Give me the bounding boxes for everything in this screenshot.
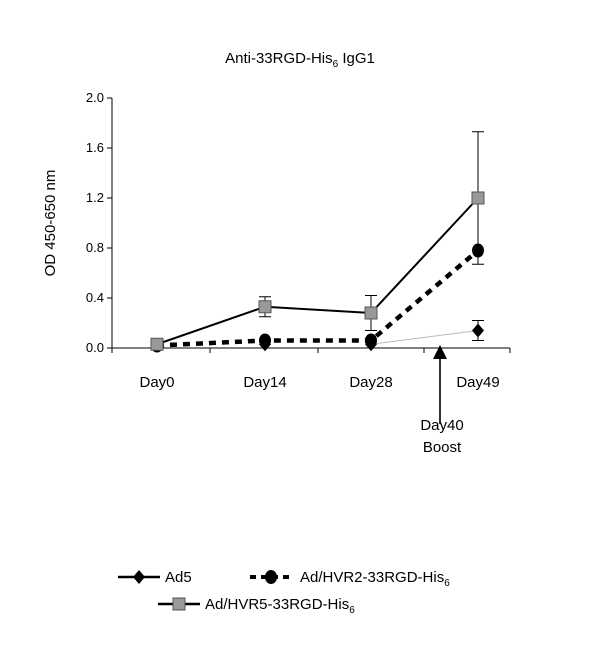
- y-tick-label: 0.8: [86, 240, 104, 255]
- legend-hvr2-label-main: Ad/HVR2-33RGD-His: [300, 569, 444, 586]
- chart-title-tail: IgG1: [338, 50, 375, 67]
- legend-hvr5-label-main: Ad/HVR5-33RGD-His: [205, 596, 349, 613]
- hvr2-point: [259, 333, 271, 348]
- legend-ad5-marker: [133, 570, 145, 584]
- y-tick-label: 0.0: [86, 340, 104, 355]
- hvr2-point: [365, 333, 377, 348]
- x-tick-label: Day14: [243, 374, 286, 391]
- legend-hvr5-label-sub: 6: [349, 605, 355, 616]
- legend-item-hvr2: Ad/HVR2-33RGD-His6: [250, 569, 450, 589]
- hvr5-point: [364, 306, 378, 320]
- x-tick-label: Day0: [139, 374, 174, 391]
- y-tick-label: 2.0: [86, 90, 104, 105]
- legend-hvr5-label: Ad/HVR5-33RGD-His6: [205, 596, 355, 616]
- legend-hvr5-marker: [172, 597, 186, 611]
- legend: Ad5 Ad/HVR2-33RGD-His6 Ad/HVR5-33RGD-His…: [118, 569, 450, 616]
- y-tick-label: 0.4: [86, 290, 104, 305]
- ad5-faint-line: [370, 330, 479, 345]
- hvr5-point: [150, 337, 164, 351]
- legend-hvr2-label: Ad/HVR2-33RGD-His6: [300, 569, 450, 589]
- x-tick-label: Day49: [456, 374, 499, 391]
- hvr2-series-line: [156, 248, 480, 348]
- boost-arrow-head: [433, 345, 447, 359]
- hvr5-point: [258, 300, 272, 314]
- boost-annotation-line2: Boost: [423, 439, 462, 456]
- axes: [111, 98, 510, 349]
- chart-title: Anti-33RGD-His6 IgG1: [225, 50, 375, 70]
- hvr5-point: [471, 191, 485, 205]
- boost-annotation: Day40 Boost: [420, 345, 464, 456]
- legend-hvr2-label-sub: 6: [444, 578, 450, 589]
- legend-item-ad5: Ad5: [118, 569, 192, 586]
- chart-title-main: Anti-33RGD-His: [225, 50, 333, 67]
- hvr5-series-line: [156, 197, 479, 346]
- y-tick-label: 1.2: [86, 190, 104, 205]
- legend-item-hvr5: Ad/HVR5-33RGD-His6: [158, 596, 355, 616]
- legend-hvr2-marker: [265, 570, 277, 584]
- y-ticks: 0.0 0.4 0.8 1.2 1.6 2.0: [86, 90, 112, 355]
- chart-title-subscript: 6: [333, 59, 339, 70]
- y-tick-label: 1.6: [86, 140, 104, 155]
- x-tick-label: Day28: [349, 374, 392, 391]
- hvr2-point: [472, 243, 484, 258]
- legend-ad5-label: Ad5: [165, 569, 192, 586]
- series-layer: [150, 131, 485, 353]
- ad5-point: [472, 323, 484, 338]
- boost-annotation-line1: Day40: [420, 417, 463, 434]
- x-ticks: Day0 Day14 Day28 Day49: [111, 348, 511, 391]
- y-axis-label: OD 450-650 nm: [42, 170, 59, 277]
